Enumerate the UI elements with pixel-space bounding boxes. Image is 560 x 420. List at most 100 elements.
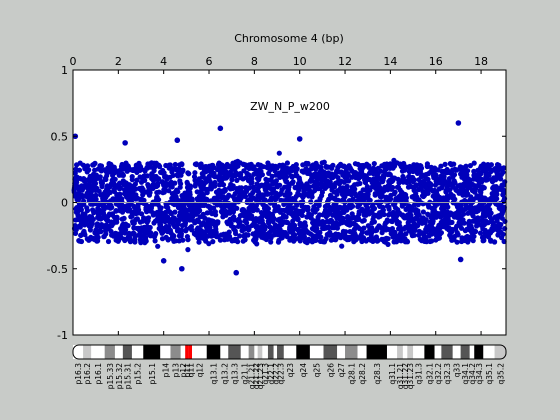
data-point [471,233,477,239]
ideogram-band [122,345,132,359]
data-point [242,193,249,200]
ideogram-band [91,345,105,359]
data-point [86,167,92,173]
data-point [147,224,153,231]
ideogram-band-label: q28.3 [373,363,382,385]
data-point [371,205,378,212]
data-point [305,160,311,167]
ideogram-band [240,345,249,359]
data-point [365,191,371,197]
outlier-point [233,269,240,276]
data-point [463,163,469,169]
ideogram-band [460,345,470,359]
data-point [210,239,216,245]
data-point [367,197,373,203]
data-point [89,221,95,227]
ideogram-band [434,345,442,359]
data-point [302,223,309,229]
ideogram-band [180,345,186,359]
data-point [74,179,80,185]
data-point [112,176,118,182]
ideogram-band [474,345,484,359]
data-point [92,160,98,166]
data-point [291,222,298,228]
data-point [132,239,138,245]
data-point [300,208,306,214]
data-point [290,179,296,185]
data-point [449,219,455,225]
data-point [492,239,498,245]
ideogram-band-label: q21.23 [256,363,265,389]
data-point [156,197,162,203]
data-point [425,190,431,196]
ideogram-band [309,345,324,359]
data-point [170,172,176,178]
data-point [305,204,311,211]
data-point [250,208,256,214]
ideogram-band [83,345,92,359]
outlier-point [160,258,167,264]
outlier-point [217,125,224,132]
data-point [470,238,476,244]
data-point [212,179,218,186]
chart-title: Chromosome 4 (bp) [234,32,344,45]
data-point [185,237,191,243]
data-point [179,161,185,168]
ideogram-band-label: q12 [195,363,204,378]
ideogram-band-label: p16.1 [94,363,103,385]
ideogram-outline [72,344,507,360]
data-point [78,238,85,245]
ideogram-band [160,345,171,359]
y-tick-label: -1 [57,329,68,342]
data-point [301,234,307,240]
data-point [294,202,300,208]
data-point [180,237,186,243]
x-tick-label: 2 [115,55,122,68]
data-point [98,163,105,169]
data-point [235,239,241,245]
data-point [498,222,504,228]
data-point [381,211,387,218]
data-point [82,232,88,238]
data-point [192,170,198,176]
data-point [94,221,100,227]
ideogram-band-label: p11 [183,363,192,378]
outlier-point [296,136,303,142]
data-point [148,164,154,170]
data-point [381,172,387,179]
data-point [299,212,305,218]
data-point [338,235,344,241]
ideogram-band [267,345,274,359]
data-point [277,182,283,188]
data-point [438,163,444,169]
data-point [346,178,352,184]
ideogram-band [273,345,278,359]
data-point [178,181,184,187]
ideogram-band-label: q31.22 [401,363,410,389]
data-point [323,236,329,242]
data-point [213,212,219,218]
data-point [460,211,467,217]
data-point [295,216,301,222]
ideogram-band-label: q31.3 [415,363,424,385]
data-point [392,189,398,195]
data-point [207,224,213,230]
data-point [452,180,458,186]
ideogram-band-label: q22.1 [267,363,276,385]
ideogram-band-label: q28.2 [358,363,367,385]
ideogram-band-label: p12 [179,363,188,378]
data-point [473,228,479,235]
data-point [344,183,350,189]
data-point [76,167,83,173]
data-point [152,238,158,244]
data-point [189,227,195,233]
data-point [380,207,386,213]
data-point [502,218,508,224]
data-point [197,208,203,214]
data-point [155,243,161,249]
data-point [385,236,391,242]
ideogram-band-label: p14 [161,363,170,378]
ideogram-band [73,345,84,359]
data-point [251,188,257,194]
